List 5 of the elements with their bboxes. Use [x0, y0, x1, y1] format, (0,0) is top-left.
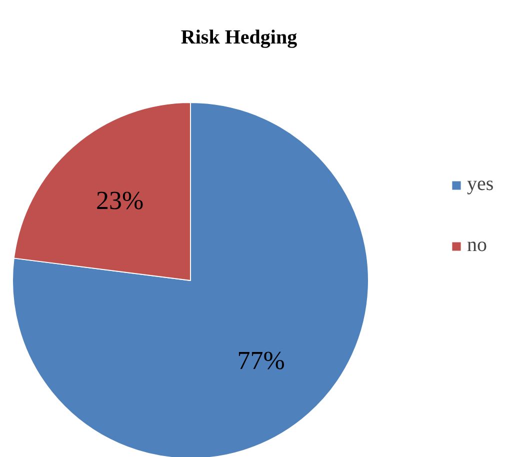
legend-label: yes: [467, 173, 494, 196]
data-label: 77%: [237, 346, 285, 376]
chart-title: Risk Hedging: [180, 26, 298, 48]
data-label: 23%: [96, 186, 144, 215]
legend-label: no: [467, 234, 487, 257]
